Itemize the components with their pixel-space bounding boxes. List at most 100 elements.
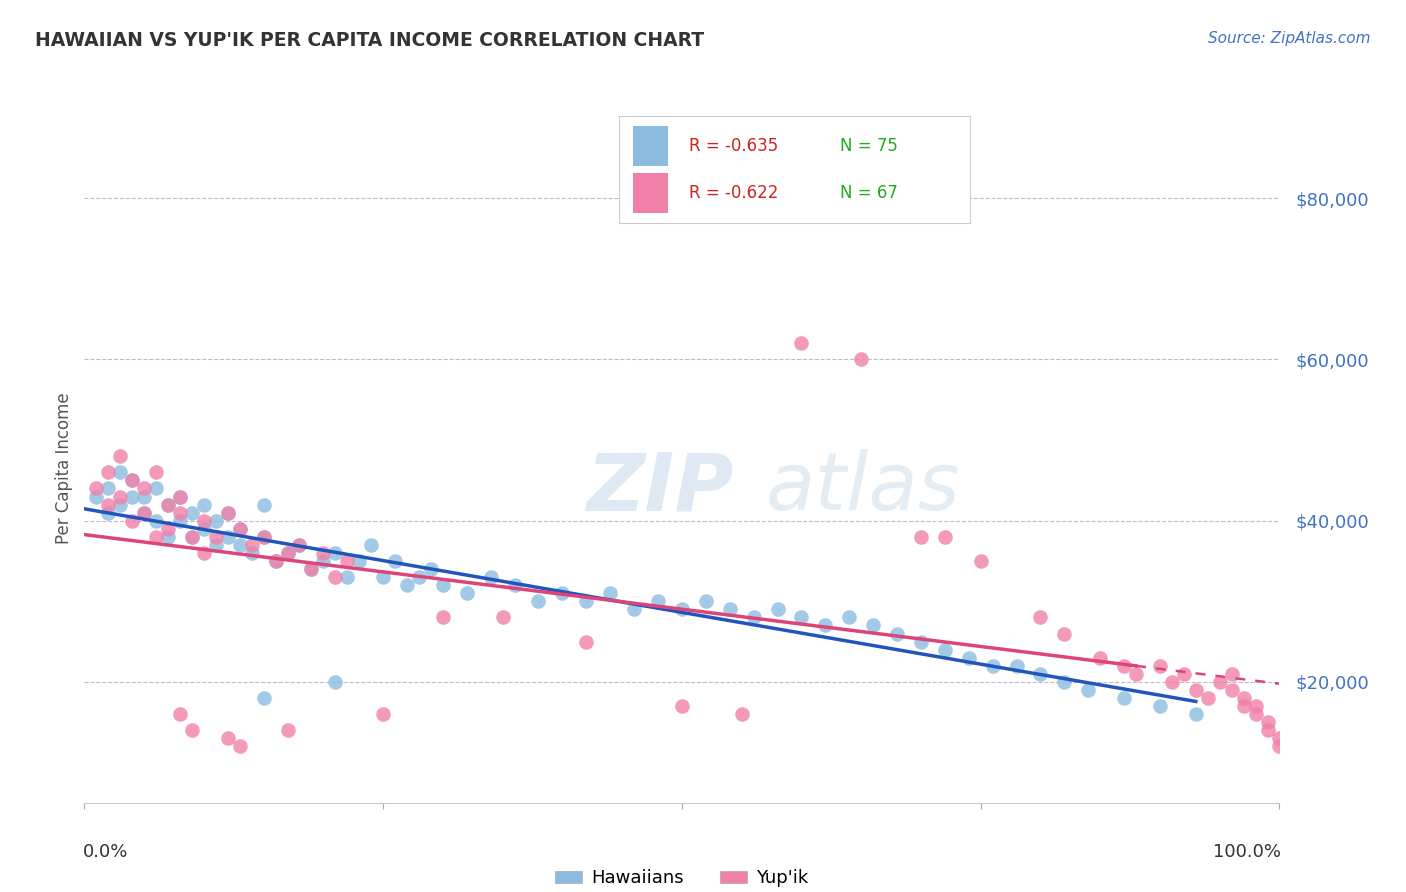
Text: Source: ZipAtlas.com: Source: ZipAtlas.com	[1208, 31, 1371, 46]
Point	[84, 490, 107, 504]
Point	[145, 466, 167, 480]
Point	[323, 674, 346, 689]
Point	[288, 538, 311, 552]
Point	[1112, 691, 1135, 706]
Point	[396, 578, 419, 592]
Point	[157, 522, 180, 536]
Point	[169, 490, 191, 504]
Point	[336, 570, 359, 584]
Point	[217, 731, 239, 746]
Point	[1173, 666, 1195, 681]
Point	[312, 554, 335, 568]
Legend: Hawaiians, Yup'ik: Hawaiians, Yup'ik	[555, 870, 808, 888]
Point	[1208, 674, 1230, 689]
Point	[1184, 707, 1206, 722]
Point	[228, 739, 252, 754]
Point	[527, 594, 550, 608]
Point	[1244, 699, 1267, 714]
Point	[228, 522, 252, 536]
Point	[145, 482, 167, 496]
Point	[1160, 674, 1182, 689]
Point	[1232, 699, 1254, 714]
Point	[169, 490, 191, 504]
Point	[1244, 707, 1267, 722]
Point	[1220, 666, 1243, 681]
Text: atlas: atlas	[765, 450, 960, 527]
Point	[1256, 723, 1278, 738]
Text: N = 67: N = 67	[839, 184, 898, 202]
Point	[276, 723, 298, 738]
Point	[790, 610, 813, 624]
Point	[1149, 658, 1171, 673]
Point	[575, 594, 598, 608]
Point	[1112, 658, 1135, 673]
Point	[264, 554, 287, 568]
Point	[1077, 682, 1099, 697]
Point	[110, 498, 132, 512]
Point	[970, 554, 993, 568]
Point	[575, 634, 598, 648]
Point	[934, 642, 956, 657]
Point	[910, 530, 932, 544]
Point	[371, 707, 394, 722]
Point	[157, 498, 180, 512]
Point	[1125, 666, 1147, 681]
Point	[84, 482, 107, 496]
Point	[110, 466, 132, 480]
Point	[193, 514, 215, 528]
Point	[240, 546, 263, 560]
Point	[217, 530, 239, 544]
Point	[323, 570, 346, 584]
Point	[121, 490, 143, 504]
Point	[97, 482, 120, 496]
Point	[1053, 626, 1076, 640]
Point	[1268, 731, 1291, 746]
Point	[1232, 691, 1254, 706]
Point	[301, 562, 323, 576]
Point	[301, 562, 323, 576]
Point	[193, 546, 215, 560]
Point	[1029, 610, 1052, 624]
Point	[121, 514, 143, 528]
Point	[360, 538, 382, 552]
Point	[671, 602, 693, 616]
Text: 100.0%: 100.0%	[1212, 843, 1281, 861]
Point	[408, 570, 430, 584]
Point	[169, 707, 191, 722]
Point	[814, 618, 837, 632]
Point	[981, 658, 1004, 673]
Text: ZIP: ZIP	[586, 450, 734, 527]
Point	[205, 530, 228, 544]
Point	[323, 546, 346, 560]
Point	[492, 610, 515, 624]
Point	[731, 707, 754, 722]
Point	[742, 610, 765, 624]
Point	[432, 610, 454, 624]
Point	[145, 530, 167, 544]
Point	[228, 538, 252, 552]
Point	[97, 506, 120, 520]
Point	[934, 530, 956, 544]
Bar	[633, 173, 668, 213]
Point	[336, 554, 359, 568]
Point	[253, 498, 276, 512]
Text: R = -0.622: R = -0.622	[689, 184, 779, 202]
Bar	[633, 126, 668, 166]
Point	[253, 691, 276, 706]
Point	[718, 602, 741, 616]
Point	[623, 602, 645, 616]
Point	[97, 498, 120, 512]
Point	[217, 506, 239, 520]
Point	[312, 546, 335, 560]
Text: HAWAIIAN VS YUP'IK PER CAPITA INCOME CORRELATION CHART: HAWAIIAN VS YUP'IK PER CAPITA INCOME COR…	[35, 31, 704, 50]
Point	[180, 530, 202, 544]
Point	[349, 554, 371, 568]
Point	[110, 449, 132, 463]
Point	[551, 586, 574, 600]
Point	[1220, 682, 1243, 697]
Point	[264, 554, 287, 568]
Point	[479, 570, 502, 584]
Point	[288, 538, 311, 552]
Text: N = 75: N = 75	[839, 137, 898, 155]
Y-axis label: Per Capita Income: Per Capita Income	[55, 392, 73, 544]
